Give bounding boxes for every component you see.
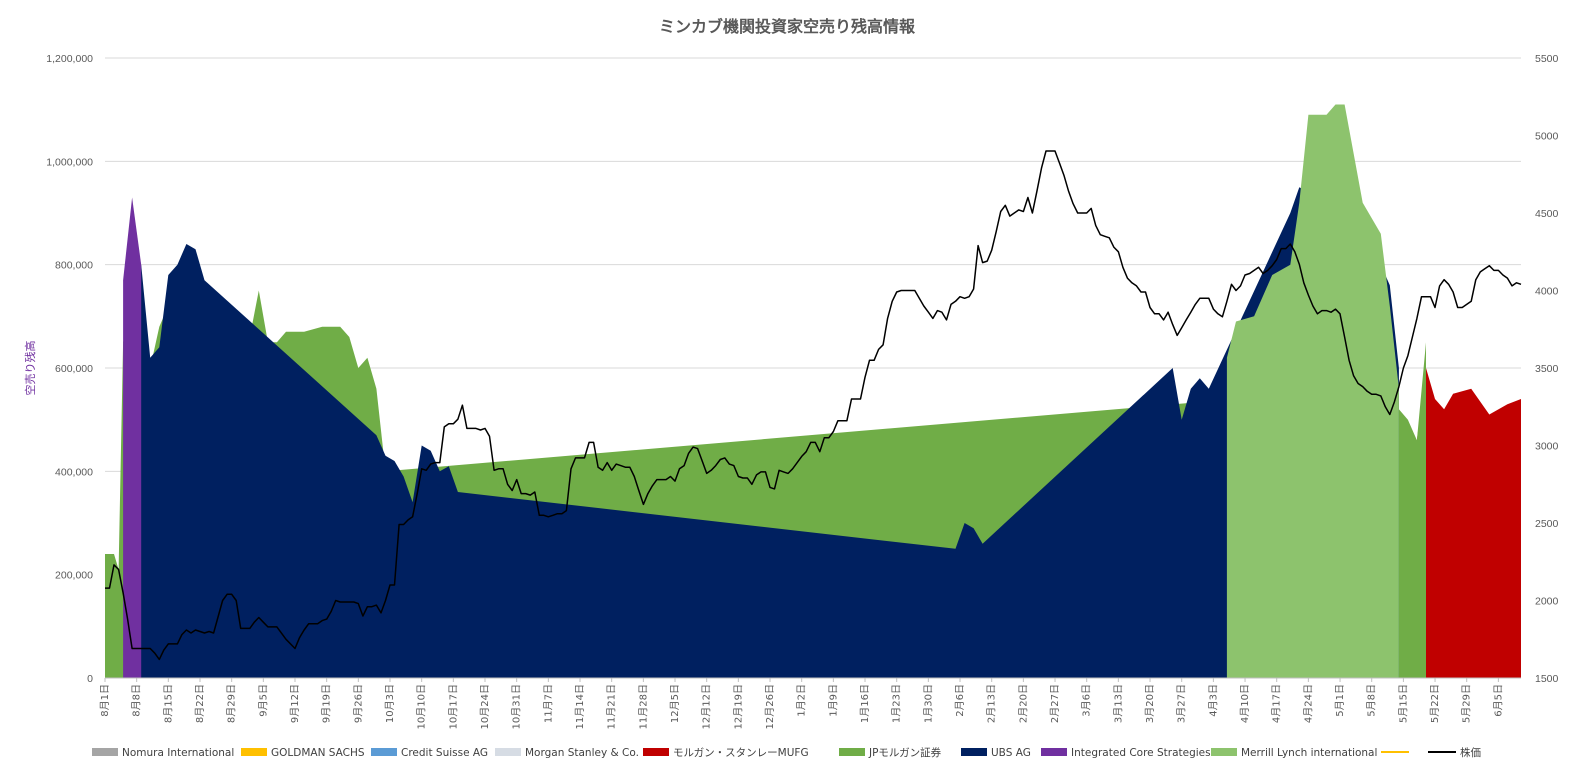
x-tick-label: 10月17日 <box>447 684 459 729</box>
legend-label: Morgan Stanley & Co. <box>525 747 639 759</box>
x-tick-label: 8月8日 <box>131 684 143 717</box>
x-tick-label: 8月29日 <box>226 684 238 723</box>
x-tick-label: 4月10日 <box>1239 684 1251 723</box>
legend-label: JPモルガン証券 <box>868 746 942 759</box>
x-tick-label: 9月19日 <box>321 684 333 723</box>
x-tick-label: 5月29日 <box>1461 684 1473 723</box>
x-tick-label: 10月24日 <box>479 684 491 729</box>
x-tick-label: 8月15日 <box>162 684 174 723</box>
x-tick-label: 11月28日 <box>637 684 649 729</box>
legend-label: 株価 <box>1460 746 1481 759</box>
y2-tick-label: 3000 <box>1535 441 1559 453</box>
legend-swatch <box>495 748 521 756</box>
right-axis: 1500 2000 2500 3000 3500 4000 4500 5000 5500 <box>1535 53 1559 685</box>
x-tick-label: 3月27日 <box>1176 684 1188 723</box>
legend-label: Nomura International <box>122 747 234 759</box>
line-series-group <box>105 150 1522 661</box>
x-tick-label: 12月12日 <box>701 684 713 729</box>
y-tick-label: 1,000,000 <box>46 156 93 168</box>
x-tick-label: 5月1日 <box>1334 684 1346 717</box>
legend-swatch <box>839 748 865 756</box>
x-tick-label: 4月17日 <box>1271 684 1283 723</box>
legend-swatch <box>643 748 669 756</box>
x-tick-label: 11月21日 <box>606 684 618 729</box>
x-tick-label: 2月6日 <box>954 684 966 717</box>
y-axis-label: 空売り残高 <box>23 341 37 396</box>
legend-label: Credit Suisse AG <box>401 747 488 759</box>
legend-swatch <box>92 748 118 756</box>
legend-swatch <box>1041 748 1067 756</box>
left-axis: 0 200,000 400,000 600,000 800,000 1,000,000 1,… <box>46 53 93 685</box>
x-tick-label: 2月27日 <box>1049 684 1061 723</box>
x-tick-label: 2月20日 <box>1017 684 1029 723</box>
stock-price-line <box>105 150 1522 661</box>
area-series-8-merrill-lynch-international <box>1226 104 1399 678</box>
x-tick-label: 10月10日 <box>416 684 428 729</box>
y-tick-label: 200,000 <box>55 570 93 582</box>
x-tick-label: 6月5日 <box>1492 684 1504 717</box>
x-tick-label: 1月9日 <box>827 684 839 717</box>
y-tick-label: 400,000 <box>55 466 93 478</box>
x-tick-label: 5月22日 <box>1429 684 1441 723</box>
x-tick-label: 9月5日 <box>257 684 269 717</box>
x-tick-label: 12月26日 <box>764 684 776 729</box>
x-tick-label: 4月3日 <box>1207 684 1219 717</box>
x-tick-label: 2月13日 <box>986 684 998 723</box>
y2-tick-label: 5000 <box>1535 131 1559 143</box>
x-tick-label: 11月7日 <box>542 684 554 723</box>
x-tick-label: 3月20日 <box>1144 684 1156 723</box>
legend-swatch <box>1211 748 1237 756</box>
x-tick-label: 12月19日 <box>732 684 744 729</box>
x-tick-label: 10月3日 <box>384 684 396 723</box>
y-tick-label: 1,200,000 <box>46 53 93 65</box>
y-tick-label: 800,000 <box>55 260 93 272</box>
y-tick-label: 600,000 <box>55 363 93 375</box>
area-series-group <box>105 104 1522 678</box>
y2-tick-label: 5500 <box>1535 53 1559 65</box>
legend-swatch <box>241 748 267 756</box>
x-tick-label: 3月6日 <box>1081 684 1093 717</box>
x-tick-label: 8月1日 <box>99 684 111 717</box>
legend: Nomura International GOLDMAN SACHS Credit … <box>92 746 1481 759</box>
x-tick-label: 1月2日 <box>796 684 808 717</box>
x-tick-label: 11月14日 <box>574 684 586 729</box>
y2-tick-label: 4500 <box>1535 208 1559 220</box>
x-tick-label: 8月22日 <box>194 684 206 723</box>
x-tick-label: 9月12日 <box>289 684 301 723</box>
x-tick-label: 10月31日 <box>511 684 523 729</box>
y2-tick-label: 1500 <box>1535 673 1559 685</box>
x-tick-label: 1月23日 <box>891 684 903 723</box>
legend-label: GOLDMAN SACHS <box>271 747 365 759</box>
y2-tick-label: 2000 <box>1535 596 1559 608</box>
x-tick-label: 1月30日 <box>922 684 934 723</box>
x-tick-label: 3月13日 <box>1112 684 1124 723</box>
legend-label: Merrill Lynch international <box>1241 747 1377 759</box>
x-tick-label: 5月8日 <box>1366 684 1378 717</box>
legend-label: Integrated Core Strategies <box>1071 747 1211 759</box>
legend-swatch <box>371 748 397 756</box>
chart-title: ミンカブ機関投資家空売り残高情報 <box>659 17 916 36</box>
y2-tick-label: 2500 <box>1535 518 1559 530</box>
y-tick-label: 0 <box>87 673 93 685</box>
legend-swatch <box>961 748 987 756</box>
x-tick-label: 4月24日 <box>1302 684 1314 723</box>
x-tick-label: 5月15日 <box>1397 684 1409 723</box>
x-tick-label: 12月5日 <box>669 684 681 723</box>
legend-label: モルガン・スタンレーMUFG <box>673 747 809 759</box>
y2-tick-label: 4000 <box>1535 286 1559 298</box>
y2-tick-label: 3500 <box>1535 363 1559 375</box>
area-series-6-ubs-ag <box>132 187 1399 678</box>
x-axis: 8月1日 8月8日 8月15日 8月22日 8月29日 9月5日 9月12日 9月19日 9月2… <box>99 677 1521 729</box>
area-series-7-integrated-core-strategies <box>123 197 142 678</box>
legend-label: UBS AG <box>991 747 1031 759</box>
x-tick-label: 9月26日 <box>352 684 364 723</box>
x-tick-label: 1月16日 <box>859 684 871 723</box>
